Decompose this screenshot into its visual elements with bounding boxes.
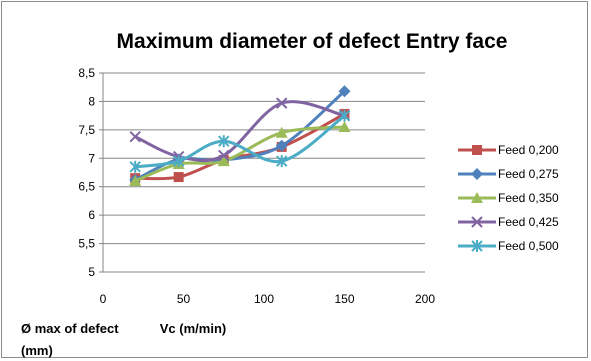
- y-tick-label: 7,5: [78, 123, 95, 137]
- y-tick-label: 6,5: [78, 180, 95, 194]
- legend-item: Feed 0,350: [458, 191, 559, 205]
- x-tick-label: 200: [415, 292, 435, 306]
- y-axis-title-line-2: (mm): [21, 343, 53, 358]
- data-point-marker: [218, 149, 230, 162]
- y-tick-label: 6: [88, 208, 95, 222]
- x-tick-label: 100: [254, 292, 274, 306]
- data-point-marker: [338, 121, 351, 133]
- data-point-marker: [471, 192, 483, 203]
- legend-label: Feed 0,500: [498, 239, 559, 253]
- legend-item: Feed 0,500: [458, 239, 559, 253]
- data-point-marker: [471, 216, 483, 228]
- axis-layer: 5 5,5 6 6,5 7 7,5 8 8,5 0 50 100 150 200: [78, 66, 435, 306]
- chart-title: Maximum diameter of defect Entry face: [117, 30, 508, 53]
- legend-label: Feed 0,350: [498, 191, 559, 205]
- y-tick-label: 8,5: [78, 66, 95, 80]
- data-point-marker: [129, 175, 142, 187]
- legend-item: Feed 0,425: [458, 215, 559, 229]
- data-point-marker: [275, 126, 288, 138]
- data-point-marker: [472, 145, 482, 155]
- y-tick-label: 5,5: [78, 237, 95, 251]
- legend-label: Feed 0,425: [498, 215, 559, 229]
- data-point-marker: [217, 155, 230, 167]
- legend-item: Feed 0,275: [458, 167, 559, 181]
- y-tick-label: 8: [88, 94, 95, 108]
- data-point-marker: [276, 97, 288, 109]
- x-tick-label: 50: [177, 292, 191, 306]
- marker-stroke: [471, 216, 483, 228]
- data-point-marker: [129, 160, 141, 173]
- x-tick-label: 0: [100, 292, 107, 306]
- data-point-marker: [471, 168, 483, 180]
- data-point-marker: [218, 135, 230, 148]
- data-point-marker: [338, 109, 351, 122]
- data-point-marker: [276, 155, 288, 168]
- y-tick-label: 5: [88, 265, 95, 279]
- y-tick-label: 7: [88, 151, 95, 165]
- x-tick-label: 150: [334, 292, 354, 306]
- series-5: [129, 109, 351, 173]
- marker-stroke: [218, 149, 230, 162]
- data-point-marker: [172, 155, 185, 168]
- legend-label: Feed 0,275: [498, 167, 559, 181]
- legend: Feed 0,200 Feed 0,275 Feed 0,350 Feed 0,425…: [458, 143, 559, 253]
- data-point-marker: [338, 85, 351, 98]
- marker-stroke: [129, 130, 141, 143]
- y-axis-title-line-1: Ø max of defect: [21, 321, 119, 336]
- legend-item: Feed 0,200: [458, 143, 559, 157]
- x-axis-title: Vc (m/min): [160, 321, 226, 336]
- series-layer: [129, 85, 351, 187]
- legend-label: Feed 0,200: [498, 143, 559, 157]
- data-point-marker: [129, 130, 141, 143]
- data-point-marker: [275, 139, 288, 152]
- data-point-marker: [471, 240, 483, 252]
- data-point-marker: [173, 172, 184, 183]
- marker-stroke: [276, 97, 288, 109]
